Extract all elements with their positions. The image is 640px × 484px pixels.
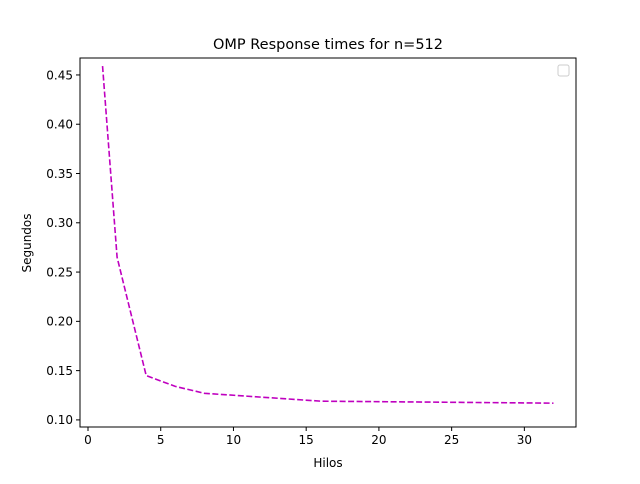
chart-title: OMP Response times for n=512: [213, 37, 443, 53]
y-tick-label: 0.15: [46, 364, 73, 378]
plot-frame: [79, 57, 577, 428]
y-tick-label: 0.40: [46, 118, 73, 132]
x-tick-label: 0: [84, 433, 92, 447]
y-tick-label: 0.35: [46, 167, 73, 181]
series-line-0: [101, 66, 554, 404]
axes: 0 5 10 15 20 25 30 0.10 0.15 0.20 0.25 0.30 0.35 0.40…: [46, 66, 554, 447]
x-axis-label: Hilos: [313, 456, 342, 470]
x-tick-label: 15: [299, 433, 314, 447]
y-axis-label: Segundos: [20, 213, 34, 272]
y-tick-label: 0.25: [46, 265, 73, 279]
legend-box: [557, 64, 570, 77]
x-tick-label: 20: [371, 433, 386, 447]
y-tick-label: 0.20: [46, 315, 73, 329]
y-tick-label: 0.30: [46, 216, 73, 230]
x-tick-label: 5: [157, 433, 165, 447]
x-tick-label: 30: [517, 433, 532, 447]
y-tick-label: 0.45: [46, 68, 73, 82]
x-tick-label: 10: [226, 433, 241, 447]
x-tick-label: 25: [444, 433, 459, 447]
y-tick-label: 0.10: [46, 413, 73, 427]
